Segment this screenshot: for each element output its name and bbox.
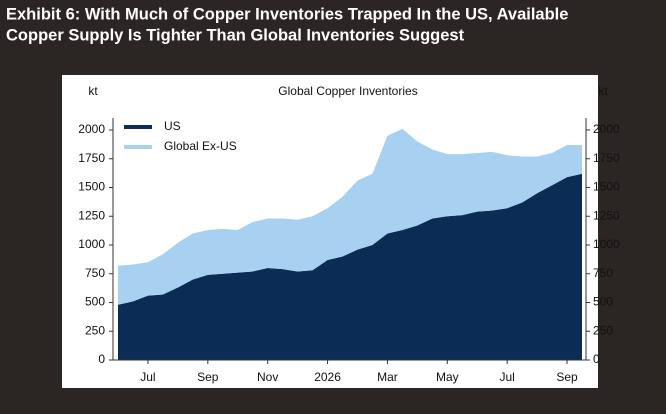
y-tick-label: 500 — [85, 295, 105, 309]
y2-tick-label: 2000 — [593, 122, 620, 136]
y2-tick-label: 1000 — [593, 237, 620, 251]
x-tick-label: Jul — [499, 370, 514, 384]
y-tick-label: 750 — [85, 266, 105, 280]
y-tick-label: 250 — [85, 323, 105, 337]
x-tick-label: Sep — [197, 370, 219, 384]
legend-label: US — [164, 119, 181, 133]
x-tick-label: May — [436, 370, 459, 384]
page-title: Copper Supply Is Tighter Than Global Inv… — [6, 26, 465, 44]
x-tick-label: Jul — [140, 370, 155, 384]
y2-axis-label: kt — [598, 84, 608, 98]
y-tick-label: 1000 — [78, 237, 105, 251]
y2-tick-label: 500 — [593, 295, 613, 309]
y-tick-label: 1750 — [78, 151, 105, 165]
chart-title: Global Copper Inventories — [278, 84, 417, 98]
y2-tick-label: 1500 — [593, 180, 620, 194]
y2-tick-label: 750 — [593, 266, 613, 280]
x-tick-label: Mar — [377, 370, 398, 384]
legend-label: Global Ex-US — [164, 139, 237, 153]
x-tick-label: Sep — [556, 370, 578, 384]
x-tick-label: 2026 — [314, 370, 341, 384]
y-tick-label: 2000 — [78, 122, 105, 136]
x-tick-label: Nov — [257, 370, 278, 384]
y2-tick-label: 1250 — [593, 208, 620, 222]
y-tick-label: 1250 — [78, 208, 105, 222]
area — [118, 173, 582, 360]
page-title: Exhibit 6: With Much of Copper Inventori… — [6, 5, 568, 23]
y2-tick-label: 1750 — [593, 151, 620, 165]
y-tick-label: 1500 — [78, 180, 105, 194]
y-tick-label: 0 — [98, 352, 105, 366]
y2-tick-label: 250 — [593, 323, 613, 337]
y2-tick-label: 0 — [593, 352, 600, 366]
area — [118, 128, 582, 305]
y-axis-label: kt — [88, 84, 98, 98]
